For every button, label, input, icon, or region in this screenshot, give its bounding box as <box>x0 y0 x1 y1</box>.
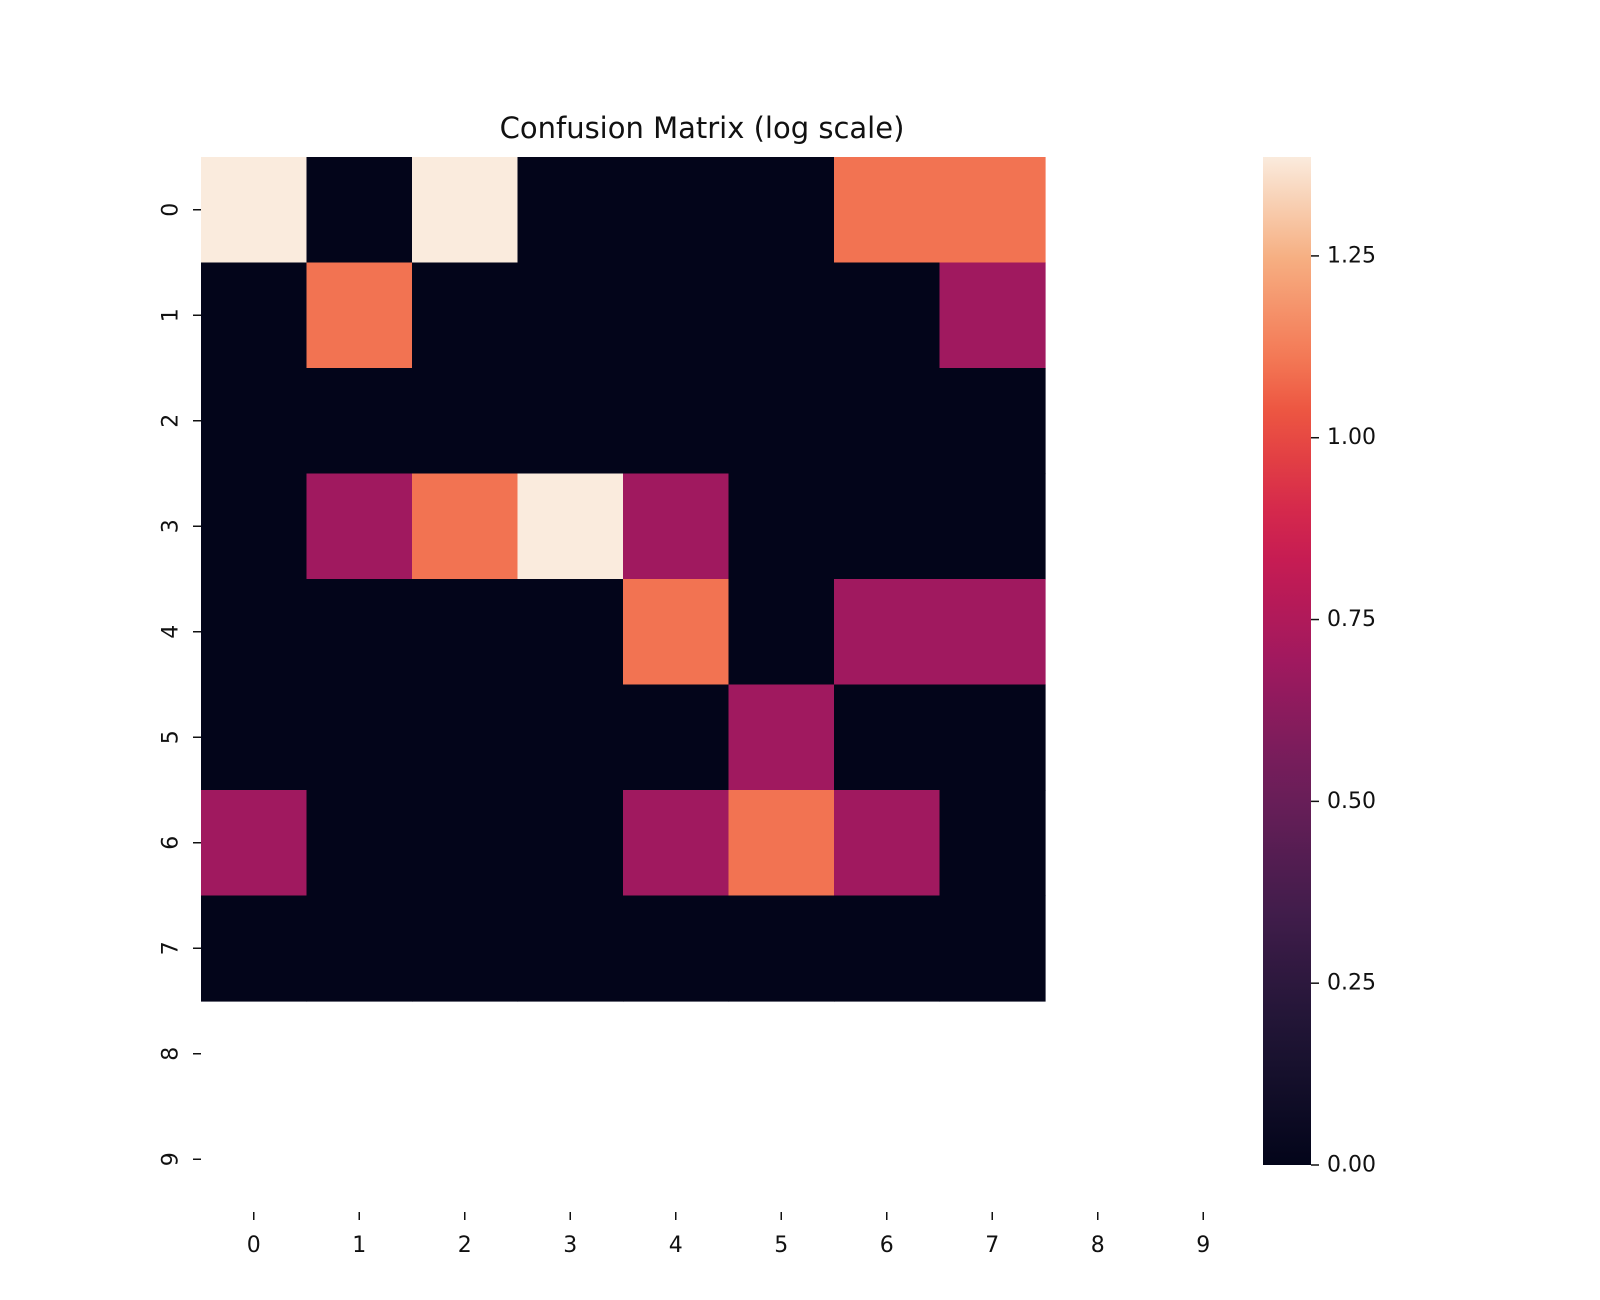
colorbar <box>1263 157 1311 1165</box>
heatmap-cell-5-7 <box>939 684 1046 791</box>
y-tick-label-6: 6 <box>159 836 184 850</box>
heatmap-cell-0-1 <box>306 157 413 264</box>
heatmap-cell-2-7 <box>939 368 1046 475</box>
heatmap-cell-7-0 <box>201 895 308 1002</box>
heatmap-cell-3-2 <box>412 473 519 580</box>
heatmap-cell-3-5 <box>728 473 835 580</box>
heatmap-cells <box>201 157 1046 1002</box>
colorbar-tick-label-5: 1.25 <box>1327 243 1376 268</box>
heatmap-cell-5-2 <box>412 684 519 791</box>
x-tick-label-7: 7 <box>985 1233 999 1258</box>
heatmap-cell-3-6 <box>834 473 941 580</box>
heatmap-cell-2-2 <box>412 368 519 475</box>
heatmap-cell-6-2 <box>412 790 519 897</box>
heatmap-cell-6-7 <box>939 790 1046 897</box>
heatmap-cell-4-6 <box>834 579 941 686</box>
heatmap-cell-7-1 <box>306 895 413 1002</box>
heatmap-cell-4-0 <box>201 579 308 686</box>
heatmap-cell-2-4 <box>623 368 730 475</box>
y-tick-label-2: 2 <box>159 414 184 428</box>
heatmap-cell-3-7 <box>939 473 1046 580</box>
y-tick-label-4: 4 <box>159 625 184 639</box>
heatmap-cell-1-6 <box>834 262 941 369</box>
y-tick-label-0: 0 <box>159 203 184 217</box>
y-tick-label-7: 7 <box>159 941 184 955</box>
heatmap-cell-5-1 <box>306 684 413 791</box>
x-axis: 0 1 2 3 4 5 6 7 8 9 <box>247 1212 1210 1258</box>
colorbar-tick-label-2: 0.50 <box>1327 789 1376 814</box>
x-tick-label-5: 5 <box>774 1233 788 1258</box>
heatmap-cell-0-7 <box>939 157 1046 264</box>
colorbar-tick-label-1: 0.25 <box>1327 971 1376 996</box>
heatmap-cell-3-0 <box>201 473 308 580</box>
heatmap-cell-0-3 <box>517 157 624 264</box>
heatmap-cell-0-6 <box>834 157 941 264</box>
heatmap-cell-4-5 <box>728 579 835 686</box>
heatmap-cell-5-4 <box>623 684 730 791</box>
colorbar-tick-label-0: 0.00 <box>1327 1153 1376 1178</box>
heatmap-cell-2-1 <box>306 368 413 475</box>
y-tick-label-1: 1 <box>159 308 184 322</box>
colorbar-tick-label-3: 0.75 <box>1327 607 1376 632</box>
heatmap-cell-4-3 <box>517 579 624 686</box>
heatmap-cell-1-5 <box>728 262 835 369</box>
heatmap-cell-4-7 <box>939 579 1046 686</box>
colorbar-axis: 0.00 0.25 0.50 0.75 1.00 1.25 <box>1311 243 1376 1178</box>
heatmap-cell-6-1 <box>306 790 413 897</box>
x-tick-label-1: 1 <box>352 1233 366 1258</box>
y-axis: 0 1 2 3 4 5 6 7 8 9 <box>159 203 201 1166</box>
y-tick-label-9: 9 <box>159 1152 184 1166</box>
heatmap-cell-2-6 <box>834 368 941 475</box>
heatmap-cell-1-2 <box>412 262 519 369</box>
x-tick-label-6: 6 <box>880 1233 894 1258</box>
x-tick-label-2: 2 <box>458 1233 472 1258</box>
heatmap-cell-0-2 <box>412 157 519 264</box>
y-tick-label-8: 8 <box>159 1047 184 1061</box>
colorbar-tick-label-4: 1.00 <box>1327 425 1376 450</box>
y-tick-label-3: 3 <box>159 519 184 533</box>
heatmap-cell-4-4 <box>623 579 730 686</box>
heatmap-cell-4-1 <box>306 579 413 686</box>
heatmap-cell-7-4 <box>623 895 730 1002</box>
heatmap-cell-5-5 <box>728 684 835 791</box>
heatmap-cell-2-3 <box>517 368 624 475</box>
heatmap-cell-1-1 <box>306 262 413 369</box>
heatmap-cell-3-1 <box>306 473 413 580</box>
heatmap-cell-7-6 <box>834 895 941 1002</box>
heatmap-cell-3-3 <box>517 473 624 580</box>
x-tick-label-8: 8 <box>1091 1233 1105 1258</box>
x-tick-label-0: 0 <box>247 1233 261 1258</box>
x-tick-label-4: 4 <box>669 1233 683 1258</box>
heatmap-cell-2-5 <box>728 368 835 475</box>
heatmap-cell-0-5 <box>728 157 835 264</box>
heatmap-cell-7-7 <box>939 895 1046 1002</box>
chart-title: Confusion Matrix (log scale) <box>500 111 905 145</box>
heatmap-cell-5-0 <box>201 684 308 791</box>
heatmap-cell-3-4 <box>623 473 730 580</box>
heatmap-cell-5-3 <box>517 684 624 791</box>
heatmap-cell-1-0 <box>201 262 308 369</box>
heatmap-cell-6-0 <box>201 790 308 897</box>
heatmap-cell-2-0 <box>201 368 308 475</box>
heatmap-cell-6-4 <box>623 790 730 897</box>
heatmap-cell-1-4 <box>623 262 730 369</box>
x-tick-label-9: 9 <box>1196 1233 1210 1258</box>
heatmap-cell-5-6 <box>834 684 941 791</box>
heatmap-cell-0-4 <box>623 157 730 264</box>
heatmap-cell-7-5 <box>728 895 835 1002</box>
heatmap-cell-7-2 <box>412 895 519 1002</box>
heatmap-cell-7-3 <box>517 895 624 1002</box>
x-tick-label-3: 3 <box>563 1233 577 1258</box>
heatmap-cell-6-3 <box>517 790 624 897</box>
heatmap-cell-6-6 <box>834 790 941 897</box>
heatmap-cell-1-7 <box>939 262 1046 369</box>
y-tick-label-5: 5 <box>159 730 184 744</box>
heatmap-cell-1-3 <box>517 262 624 369</box>
heatmap-cell-0-0 <box>201 157 308 264</box>
heatmap-cell-4-2 <box>412 579 519 686</box>
heatmap-cell-6-5 <box>728 790 835 897</box>
